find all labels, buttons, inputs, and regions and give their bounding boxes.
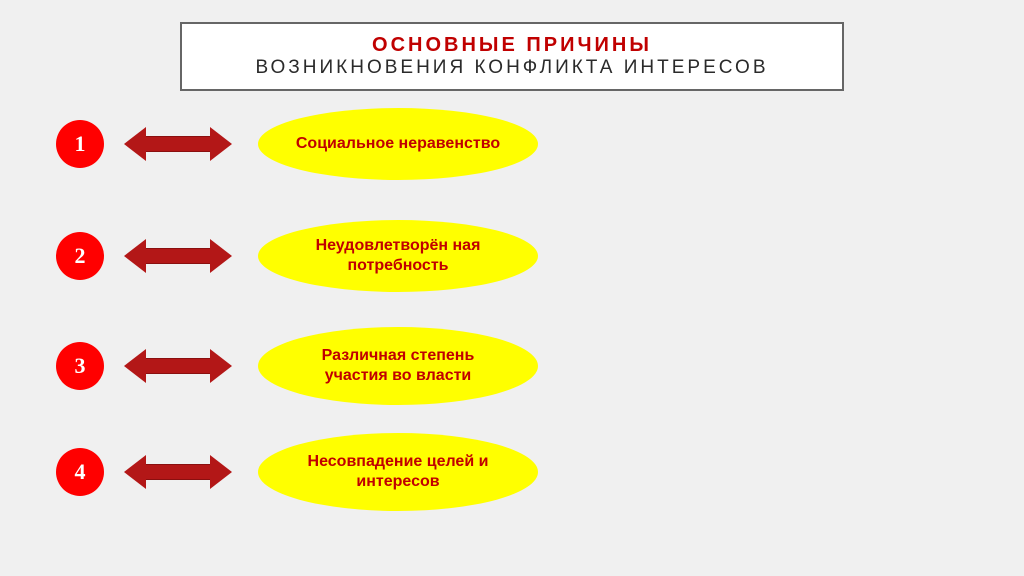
double-arrow-icon xyxy=(124,127,232,161)
double-arrow-icon xyxy=(124,239,232,273)
reason-label: Несовпадение целей и интересов xyxy=(289,452,507,492)
number-label: 3 xyxy=(75,353,86,379)
number-label: 4 xyxy=(75,459,86,485)
reason-ellipse-1: Социальное неравенство xyxy=(258,108,538,180)
reason-label: Различная степень участия во власти xyxy=(289,346,507,386)
number-label: 1 xyxy=(75,131,86,157)
title-line2: ВОЗНИКНОВЕНИЯ КОНФЛИКТА ИНТЕРЕСОВ xyxy=(210,57,814,79)
number-circle-3: 3 xyxy=(56,342,104,390)
number-circle-4: 4 xyxy=(56,448,104,496)
reason-ellipse-4: Несовпадение целей и интересов xyxy=(258,433,538,511)
number-circle-2: 2 xyxy=(56,232,104,280)
double-arrow-icon xyxy=(124,455,232,489)
reason-label: Неудовлетворён ная потребность xyxy=(289,236,507,276)
title-box: ОСНОВНЫЕ ПРИЧИНЫ ВОЗНИКНОВЕНИЯ КОНФЛИКТА… xyxy=(180,22,844,91)
reason-ellipse-3: Различная степень участия во власти xyxy=(258,327,538,405)
reason-ellipse-2: Неудовлетворён ная потребность xyxy=(258,220,538,292)
reason-label: Социальное неравенство xyxy=(296,134,500,154)
double-arrow-icon xyxy=(124,349,232,383)
number-circle-1: 1 xyxy=(56,120,104,168)
title-line1: ОСНОВНЫЕ ПРИЧИНЫ xyxy=(210,34,814,57)
number-label: 2 xyxy=(75,243,86,269)
